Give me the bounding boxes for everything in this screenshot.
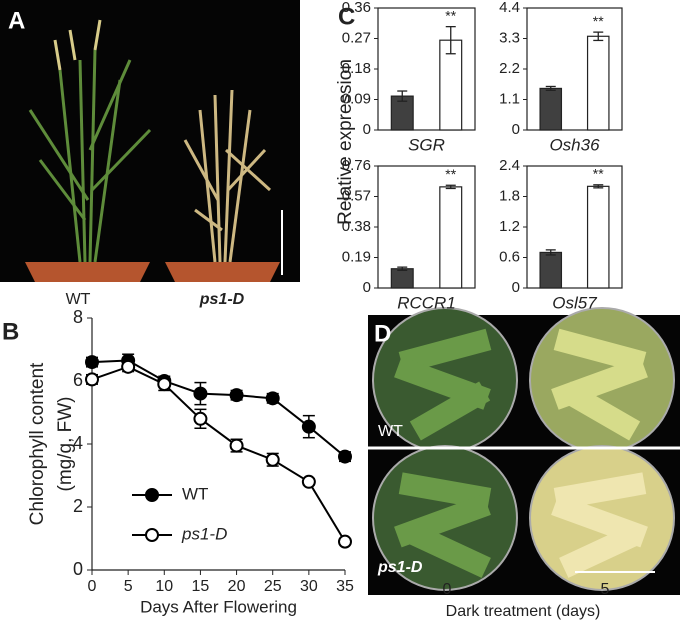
axis-label: Dark treatment (days) <box>446 603 601 620</box>
y-tick-label: 2.2 <box>499 60 520 77</box>
y-tick-label: 0.18 <box>342 60 371 77</box>
marker <box>338 534 352 549</box>
panel-letter: B <box>2 318 19 345</box>
photo-label: ps1-D <box>199 291 245 308</box>
y-tick-label: 3.3 <box>499 29 520 46</box>
y-tick-label: 4.4 <box>499 0 520 16</box>
y-tick-label: 0.38 <box>342 218 371 235</box>
y-tick-label: 0.6 <box>499 248 520 265</box>
y-tick-label: 0.27 <box>342 29 371 46</box>
y-tick-label: 0 <box>363 121 371 138</box>
marker <box>301 419 316 434</box>
y-tick-label: 0.36 <box>342 0 371 16</box>
axis-label: Relative expression <box>335 59 356 225</box>
y-tick-label: 1.1 <box>499 90 520 107</box>
bar <box>586 185 610 289</box>
bar <box>586 35 610 131</box>
x-axis-label: RCCR1 <box>397 293 456 312</box>
marker <box>229 388 244 403</box>
x-tick-label: 5 <box>124 578 133 595</box>
y-tick-label: 6 <box>73 370 83 390</box>
panel-letter: A <box>8 7 25 34</box>
marker <box>301 474 316 489</box>
x-tick-label: 35 <box>336 578 354 595</box>
marker <box>338 449 352 464</box>
line <box>91 359 346 458</box>
annotation: ** <box>593 166 604 182</box>
x-axis-label: Osh36 <box>549 135 600 154</box>
y-tick-label: 8 <box>73 307 83 327</box>
y-tick-label: 0 <box>512 279 520 296</box>
x-tick-label: 15 <box>192 578 210 595</box>
photo-label: 0 <box>443 581 452 598</box>
bar <box>539 251 563 289</box>
x-axis-label: Osl57 <box>552 293 597 312</box>
legend-label: ps1-D <box>181 524 227 543</box>
photo-d <box>368 307 680 595</box>
annotation: ** <box>445 166 456 182</box>
y-tick-label: 2.4 <box>499 157 520 174</box>
marker <box>265 391 280 406</box>
legend-label: WT <box>182 484 208 503</box>
x-tick-label: 10 <box>155 578 173 595</box>
bar <box>390 268 414 289</box>
y-tick-label: 0 <box>512 121 520 138</box>
photo-label: 5 <box>601 581 610 598</box>
annotation: ** <box>445 7 456 23</box>
x-tick-label: 30 <box>300 578 318 595</box>
x-axis-label: SGR <box>408 135 445 154</box>
marker <box>229 438 244 453</box>
y-axis-label: Chlorophyll content <box>27 362 48 525</box>
marker <box>157 377 172 392</box>
x-tick-label: 0 <box>88 578 97 595</box>
bar <box>439 186 463 289</box>
y-tick-label: 0.09 <box>342 90 371 107</box>
bar <box>539 87 563 131</box>
y-tick-label: 0 <box>73 559 83 579</box>
panel-letter: C <box>338 3 355 30</box>
y-axis-label: (mg/g, FW) <box>55 397 76 492</box>
x-tick-label: 20 <box>228 578 246 595</box>
y-tick-label: 1.2 <box>499 218 520 235</box>
x-tick-label: 25 <box>264 578 282 595</box>
marker <box>85 372 99 387</box>
marker <box>265 452 280 467</box>
y-tick-label: 0 <box>363 279 371 296</box>
y-tick-label: 4 <box>73 433 83 453</box>
annotation: ** <box>593 13 604 29</box>
y-tick-label: 0.57 <box>342 187 371 204</box>
marker <box>193 411 208 426</box>
photo-a <box>0 0 300 282</box>
y-tick-label: 0.19 <box>342 248 371 265</box>
marker <box>121 359 136 374</box>
y-tick-label: 0.76 <box>342 157 371 174</box>
y-tick-label: 1.8 <box>499 187 520 204</box>
panel-letter: D <box>374 320 391 347</box>
photo-label: ps1-D <box>377 559 423 576</box>
line <box>91 365 346 543</box>
photo-label: WT <box>66 291 91 308</box>
legend-marker <box>145 488 159 502</box>
marker <box>85 355 99 370</box>
y-tick-label: 2 <box>73 496 83 516</box>
marker <box>193 386 208 401</box>
x-axis-label: Days After Flowering <box>140 597 297 616</box>
legend-marker <box>145 528 159 542</box>
photo-label: WT <box>378 423 403 440</box>
